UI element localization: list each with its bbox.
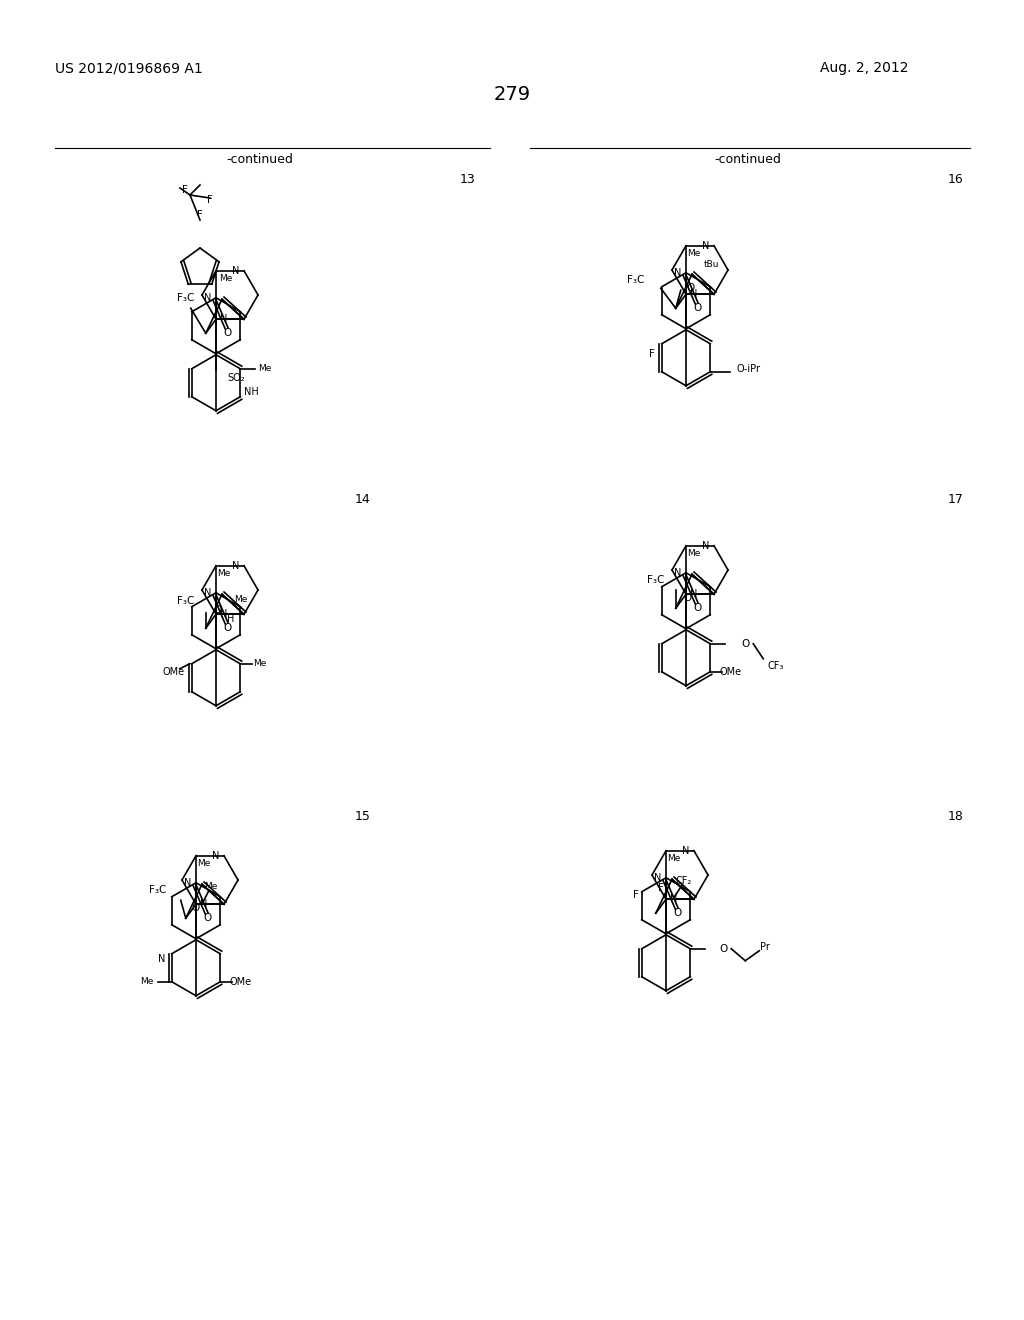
Text: N: N (702, 541, 710, 550)
Text: -continued: -continued (226, 153, 294, 166)
Text: Me: Me (254, 659, 267, 668)
Text: O: O (224, 327, 232, 338)
Text: O: O (214, 606, 222, 615)
Text: 17: 17 (948, 492, 964, 506)
Text: N: N (690, 289, 697, 300)
Text: OMe: OMe (719, 667, 741, 677)
Text: Pr: Pr (760, 941, 770, 952)
Text: N: N (690, 589, 697, 599)
Text: F: F (197, 210, 203, 220)
Text: H: H (227, 614, 234, 624)
Text: N: N (158, 954, 166, 964)
Text: N: N (232, 561, 240, 570)
Text: O: O (719, 944, 727, 954)
Text: N: N (654, 873, 662, 883)
Text: Me: Me (687, 549, 700, 558)
Text: F₃C: F₃C (177, 293, 195, 304)
Text: Me: Me (217, 569, 230, 578)
Text: 14: 14 (355, 492, 371, 506)
Text: F: F (649, 348, 654, 359)
Text: OMe: OMe (229, 977, 251, 987)
Text: F₃C: F₃C (627, 276, 644, 285)
Text: NH: NH (244, 387, 258, 397)
Text: N: N (205, 293, 212, 302)
Text: N: N (675, 268, 682, 277)
Text: SO₂: SO₂ (227, 372, 245, 383)
Text: Me: Me (198, 859, 211, 869)
Text: F₃C: F₃C (177, 597, 195, 606)
Text: Me: Me (668, 854, 681, 863)
Text: O-iPr: O-iPr (736, 364, 760, 374)
Text: -continued: -continued (715, 153, 781, 166)
Text: 16: 16 (948, 173, 964, 186)
Text: O: O (684, 593, 692, 603)
Text: O: O (741, 639, 750, 648)
Text: F: F (182, 185, 188, 195)
Text: O: O (191, 903, 200, 913)
Text: 18: 18 (948, 810, 964, 822)
Text: F: F (207, 195, 213, 205)
Text: Me: Me (259, 364, 272, 374)
Text: N: N (205, 587, 212, 598)
Text: N: N (212, 851, 220, 861)
Text: O: O (687, 284, 695, 293)
Text: Aug. 2, 2012: Aug. 2, 2012 (820, 61, 908, 75)
Text: 15: 15 (355, 810, 371, 822)
Text: 13: 13 (460, 173, 476, 186)
Text: O: O (674, 908, 682, 917)
Text: F: F (657, 883, 664, 894)
Text: N: N (682, 846, 690, 855)
Text: N: N (232, 265, 240, 276)
Text: N: N (220, 314, 227, 325)
Text: CF₃: CF₃ (767, 661, 783, 671)
Text: F₃C: F₃C (647, 576, 665, 585)
Text: O: O (224, 623, 232, 632)
Text: N: N (184, 878, 191, 888)
Text: N: N (702, 240, 710, 251)
Text: Me: Me (687, 249, 700, 259)
Text: 279: 279 (494, 84, 530, 104)
Text: Me: Me (140, 977, 154, 986)
Text: Me: Me (219, 275, 232, 284)
Text: Me: Me (234, 595, 248, 603)
Text: CF₂: CF₂ (676, 876, 692, 886)
Text: US 2012/0196869 A1: US 2012/0196869 A1 (55, 61, 203, 75)
Text: O: O (694, 302, 702, 313)
Text: tBu: tBu (703, 260, 719, 269)
Text: N: N (675, 568, 682, 578)
Text: Me: Me (205, 882, 218, 891)
Text: OMe: OMe (163, 667, 184, 677)
Text: O: O (694, 603, 702, 612)
Text: N: N (671, 894, 678, 904)
Text: F: F (633, 890, 639, 900)
Text: N: N (220, 610, 227, 619)
Text: O: O (204, 912, 212, 923)
Text: N: N (201, 899, 208, 909)
Text: F₃C: F₃C (150, 886, 167, 895)
